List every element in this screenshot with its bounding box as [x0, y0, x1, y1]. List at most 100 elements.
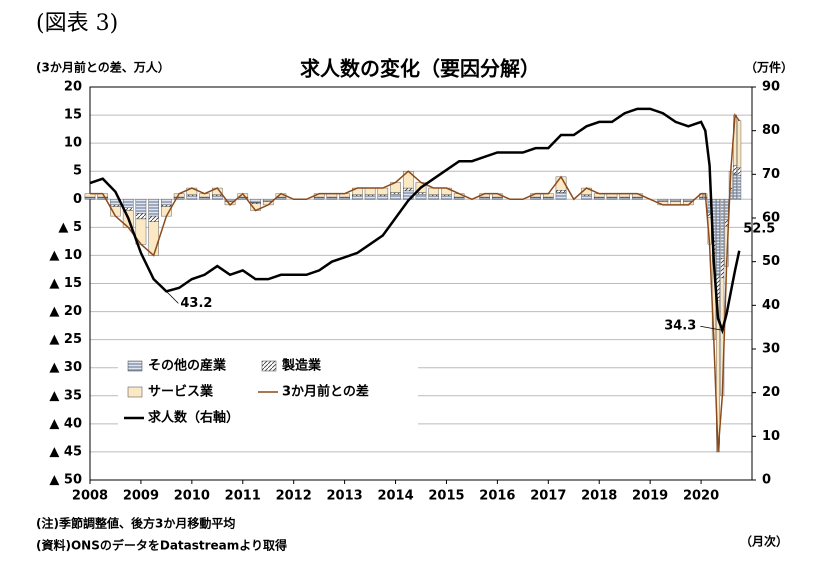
bar	[352, 195, 363, 200]
y2-tick-label: 10	[762, 429, 780, 444]
bar	[161, 204, 172, 207]
bar	[212, 195, 223, 200]
bar	[390, 192, 401, 195]
bar	[390, 194, 401, 200]
y2-tick-label: 50	[762, 254, 780, 269]
bar	[720, 258, 725, 279]
bar	[110, 204, 121, 207]
y-tick-label: ▲ 15	[49, 276, 82, 291]
bar	[657, 199, 669, 202]
y2-tick-label: 0	[762, 473, 771, 488]
x-tick-label: 2014	[377, 489, 413, 504]
y2-axis-label: （万件）	[745, 60, 793, 75]
chart-title: 求人数の変化（要因分解）	[300, 57, 540, 81]
bar	[148, 199, 159, 217]
bar	[492, 197, 503, 200]
bar	[135, 213, 147, 220]
y-tick-label: 15	[64, 108, 82, 123]
line-series	[90, 113, 740, 452]
bar	[262, 199, 274, 202]
bar	[555, 192, 567, 200]
x-tick-label: 2013	[327, 489, 363, 504]
bar	[415, 194, 427, 200]
y2-tick-label: 90	[762, 80, 780, 95]
x-tick-label: 2012	[276, 489, 312, 504]
y-tick-label: ▲ 20	[49, 304, 82, 319]
y-tick-label: 10	[64, 136, 82, 151]
y-tick-label: ▲ 35	[49, 388, 82, 403]
y-tick-label: 20	[64, 80, 82, 95]
x-tick-label: 2020	[683, 489, 719, 504]
bar	[161, 199, 172, 206]
note: (注)季節調整値、後方3か月移動平均	[36, 516, 235, 531]
bar	[733, 165, 737, 175]
y2-tick-label: 60	[762, 211, 780, 226]
bar	[670, 199, 681, 202]
bar	[699, 197, 703, 200]
bar	[683, 199, 694, 202]
bar	[720, 199, 725, 259]
y-axis-label: (3か月前との差、万人）	[36, 60, 170, 75]
x-tick-label: 2011	[225, 489, 261, 504]
note: (資料)ONSのデータをDatastreamより取得	[36, 538, 287, 553]
bar	[530, 197, 541, 200]
figure-label: (図表 3)	[36, 11, 118, 36]
bar	[199, 197, 210, 200]
y-tick-label: ▲ 30	[49, 360, 82, 375]
bar	[148, 221, 159, 256]
bar	[619, 197, 630, 200]
bar	[377, 195, 389, 200]
y2-tick-label: 40	[762, 298, 780, 313]
legend-swatch	[261, 360, 277, 372]
bar	[377, 187, 389, 195]
bar	[479, 197, 490, 200]
bar	[250, 199, 261, 203]
legend-label: その他の産業	[148, 358, 227, 374]
bar	[275, 197, 287, 200]
y-tick-label: 5	[73, 164, 82, 179]
y-tick-label: ▲ 45	[49, 444, 82, 459]
bar	[606, 197, 618, 200]
x-axis-label: （月次）	[740, 534, 788, 549]
y2-tick-label: 20	[762, 385, 780, 400]
legend-label: 求人数（右軸）	[148, 410, 239, 426]
bar	[737, 167, 742, 176]
bar	[428, 195, 440, 200]
bar	[326, 197, 338, 200]
y2-tick-label: 30	[762, 342, 780, 357]
bar	[402, 187, 414, 192]
legend-label: サービス業	[148, 384, 214, 400]
bar	[733, 173, 737, 200]
x-tick-label: 2015	[428, 489, 464, 504]
bar	[453, 197, 465, 200]
bar	[428, 187, 440, 195]
y-tick-label: ▲ 40	[49, 416, 82, 431]
bar	[84, 197, 96, 200]
bar	[737, 175, 742, 200]
x-tick-label: 2016	[479, 489, 515, 504]
legend-swatch	[127, 360, 143, 372]
y-tick-label: 0	[73, 192, 82, 207]
bar	[135, 199, 147, 214]
bar	[364, 187, 376, 195]
legend-label: 3か月前との差	[282, 384, 369, 400]
bar	[148, 215, 159, 222]
bar	[737, 120, 742, 169]
legend-label: 製造業	[281, 358, 322, 374]
annotation: 34.3	[664, 319, 696, 334]
y2-tick-label: 70	[762, 167, 780, 182]
legend-swatch	[127, 386, 143, 398]
bar	[339, 197, 350, 200]
x-tick-label: 2009	[123, 489, 159, 504]
bar	[581, 195, 592, 200]
y2-tick-label: 80	[762, 123, 780, 138]
bar	[364, 195, 376, 200]
line-series	[89, 107, 741, 335]
bar	[593, 197, 605, 200]
bar	[441, 195, 452, 200]
y-tick-label: ▲ 5	[58, 220, 82, 235]
annotation: 43.2	[180, 296, 212, 311]
bar	[724, 199, 729, 220]
annotation-leader	[700, 325, 723, 331]
